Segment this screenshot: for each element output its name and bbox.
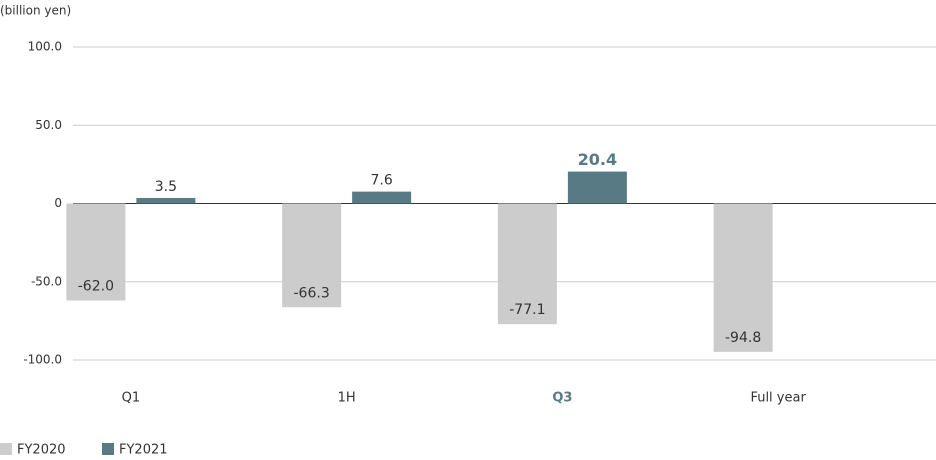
x-tick-label: Q1 — [122, 391, 141, 406]
legend-label: FY2020 — [17, 443, 66, 457]
y-tick-label: 50.0 — [35, 118, 62, 132]
bar — [136, 198, 196, 204]
bar — [66, 203, 126, 301]
data-label: -66.3 — [294, 285, 330, 301]
bar — [713, 203, 773, 352]
data-label: 7.6 — [370, 173, 392, 189]
data-label: -62.0 — [78, 279, 114, 295]
bar — [567, 171, 627, 204]
legend-label: FY2021 — [119, 443, 168, 457]
bar — [352, 191, 412, 204]
y-tick-label: 100.0 — [28, 40, 62, 54]
data-label: -94.8 — [725, 330, 761, 346]
legend-swatch — [0, 443, 12, 455]
x-tick-label: Q3 — [552, 391, 572, 406]
y-tick-label: -50.0 — [31, 274, 62, 288]
legend-swatch — [102, 443, 114, 455]
data-label: 20.4 — [578, 150, 617, 169]
y-tick-label: -100.0 — [23, 353, 62, 367]
bar — [282, 203, 342, 308]
x-tick-label: 1H — [338, 391, 356, 406]
bar — [497, 203, 557, 325]
y-axis-label: (billion yen) — [0, 4, 71, 18]
x-tick-label: Full year — [750, 391, 806, 406]
y-tick-label: 0 — [54, 196, 62, 210]
data-label: 3.5 — [155, 179, 177, 195]
data-label: -77.1 — [509, 302, 545, 318]
